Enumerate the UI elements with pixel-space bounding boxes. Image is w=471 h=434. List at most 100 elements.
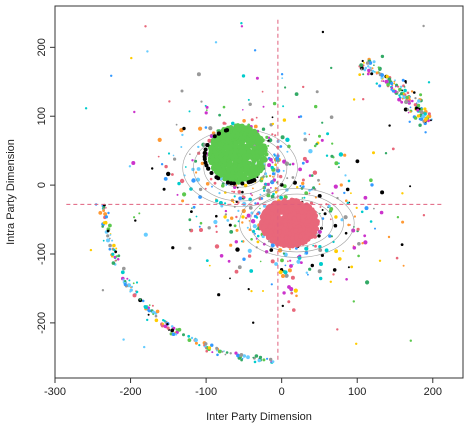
arc-point bbox=[371, 67, 374, 70]
arc-point bbox=[367, 65, 370, 68]
scatter-point bbox=[215, 214, 218, 218]
scatter-point bbox=[171, 173, 174, 176]
scatter-point bbox=[284, 264, 287, 267]
scatter-point bbox=[267, 163, 272, 168]
scatter-point bbox=[229, 243, 233, 247]
scatter-point bbox=[202, 157, 207, 162]
scatter-point bbox=[101, 289, 105, 292]
scatter-point bbox=[295, 294, 298, 298]
cluster-point bbox=[304, 206, 310, 211]
cluster-point bbox=[264, 219, 270, 225]
scatter-point bbox=[336, 328, 339, 331]
cluster-point bbox=[252, 146, 257, 151]
scatter-point bbox=[304, 246, 309, 251]
scatter-point bbox=[261, 90, 264, 93]
scatter-point bbox=[267, 136, 271, 139]
scatter-point bbox=[353, 215, 356, 218]
scatter-point bbox=[180, 146, 183, 148]
cluster-point bbox=[257, 135, 262, 140]
arc-point bbox=[254, 354, 259, 358]
scatter-point bbox=[396, 216, 400, 219]
scatter-point bbox=[274, 262, 278, 266]
scatter-point bbox=[205, 143, 210, 147]
cluster-point bbox=[243, 167, 248, 172]
scatter-point bbox=[271, 122, 275, 126]
x-tick-label: -200 bbox=[120, 386, 142, 398]
scatter-point bbox=[301, 161, 305, 165]
scatter-point bbox=[401, 192, 404, 195]
scatter-point bbox=[290, 275, 295, 280]
arc-point bbox=[205, 347, 207, 349]
cluster-point bbox=[212, 149, 217, 154]
cluster-point bbox=[261, 225, 266, 230]
arc-point bbox=[269, 357, 273, 362]
scatter-point bbox=[144, 25, 147, 28]
cluster-point bbox=[244, 176, 249, 181]
arc-point bbox=[225, 351, 229, 354]
cluster-point bbox=[218, 154, 223, 160]
scatter-point bbox=[240, 22, 243, 25]
scatter-point bbox=[342, 250, 345, 252]
cluster-point bbox=[289, 198, 294, 204]
scatter-point bbox=[234, 240, 238, 244]
arc-point bbox=[417, 99, 421, 103]
y-axis-title: Intra Party Dimension bbox=[5, 139, 17, 245]
scatter-point bbox=[375, 82, 378, 85]
cluster-point bbox=[235, 172, 241, 177]
scatter-point bbox=[329, 280, 332, 283]
arc-point bbox=[385, 74, 389, 79]
scatter-point bbox=[301, 178, 305, 182]
arc-point bbox=[403, 107, 408, 112]
scatter-point bbox=[214, 175, 219, 180]
scatter-point bbox=[345, 278, 348, 281]
arc-point bbox=[403, 88, 407, 93]
cluster-point bbox=[311, 231, 316, 236]
arc-point bbox=[427, 119, 430, 123]
arc-point bbox=[420, 106, 423, 109]
arc-point bbox=[378, 84, 382, 88]
cluster-point bbox=[221, 148, 226, 153]
scatter-point bbox=[264, 187, 267, 190]
arc-point bbox=[398, 94, 401, 97]
arc-point bbox=[401, 89, 404, 92]
scatter-point bbox=[314, 104, 318, 109]
scatter-point bbox=[255, 216, 259, 219]
cluster-point bbox=[262, 143, 267, 148]
scatter-point bbox=[355, 206, 358, 209]
scatter-point bbox=[238, 196, 243, 201]
scatter-point bbox=[270, 259, 275, 264]
cluster-point bbox=[266, 235, 271, 241]
arc-point bbox=[427, 112, 431, 116]
scatter-point bbox=[224, 122, 227, 125]
reference-lines bbox=[66, 19, 445, 361]
scatter-point bbox=[241, 74, 246, 78]
arc-point bbox=[414, 97, 417, 100]
cluster-point bbox=[298, 227, 303, 232]
arc-point bbox=[418, 123, 422, 127]
scatter-point bbox=[211, 185, 213, 188]
scatter-point bbox=[215, 230, 218, 233]
arc-point bbox=[105, 207, 107, 209]
arc-point bbox=[360, 68, 363, 71]
arc-point bbox=[393, 80, 396, 83]
arc-point bbox=[252, 356, 255, 359]
scatter-point bbox=[171, 246, 175, 250]
cluster-point bbox=[259, 220, 264, 225]
scatter-point bbox=[200, 161, 205, 166]
x-tick-label: 100 bbox=[348, 386, 366, 398]
arc-point bbox=[419, 110, 424, 114]
arc-point bbox=[148, 304, 151, 306]
arc-point bbox=[207, 346, 212, 350]
scatter-point bbox=[203, 147, 208, 152]
arc-point bbox=[411, 99, 414, 103]
cluster-point bbox=[260, 158, 265, 163]
arc-point bbox=[373, 64, 375, 66]
arc-point bbox=[132, 293, 137, 298]
scatter-point bbox=[191, 167, 195, 172]
cluster-point bbox=[230, 174, 236, 179]
scatter-point bbox=[166, 171, 171, 177]
arc-point bbox=[106, 229, 110, 233]
arc-point bbox=[394, 85, 397, 88]
scatter-point bbox=[345, 199, 348, 202]
scatter-point bbox=[189, 153, 191, 155]
